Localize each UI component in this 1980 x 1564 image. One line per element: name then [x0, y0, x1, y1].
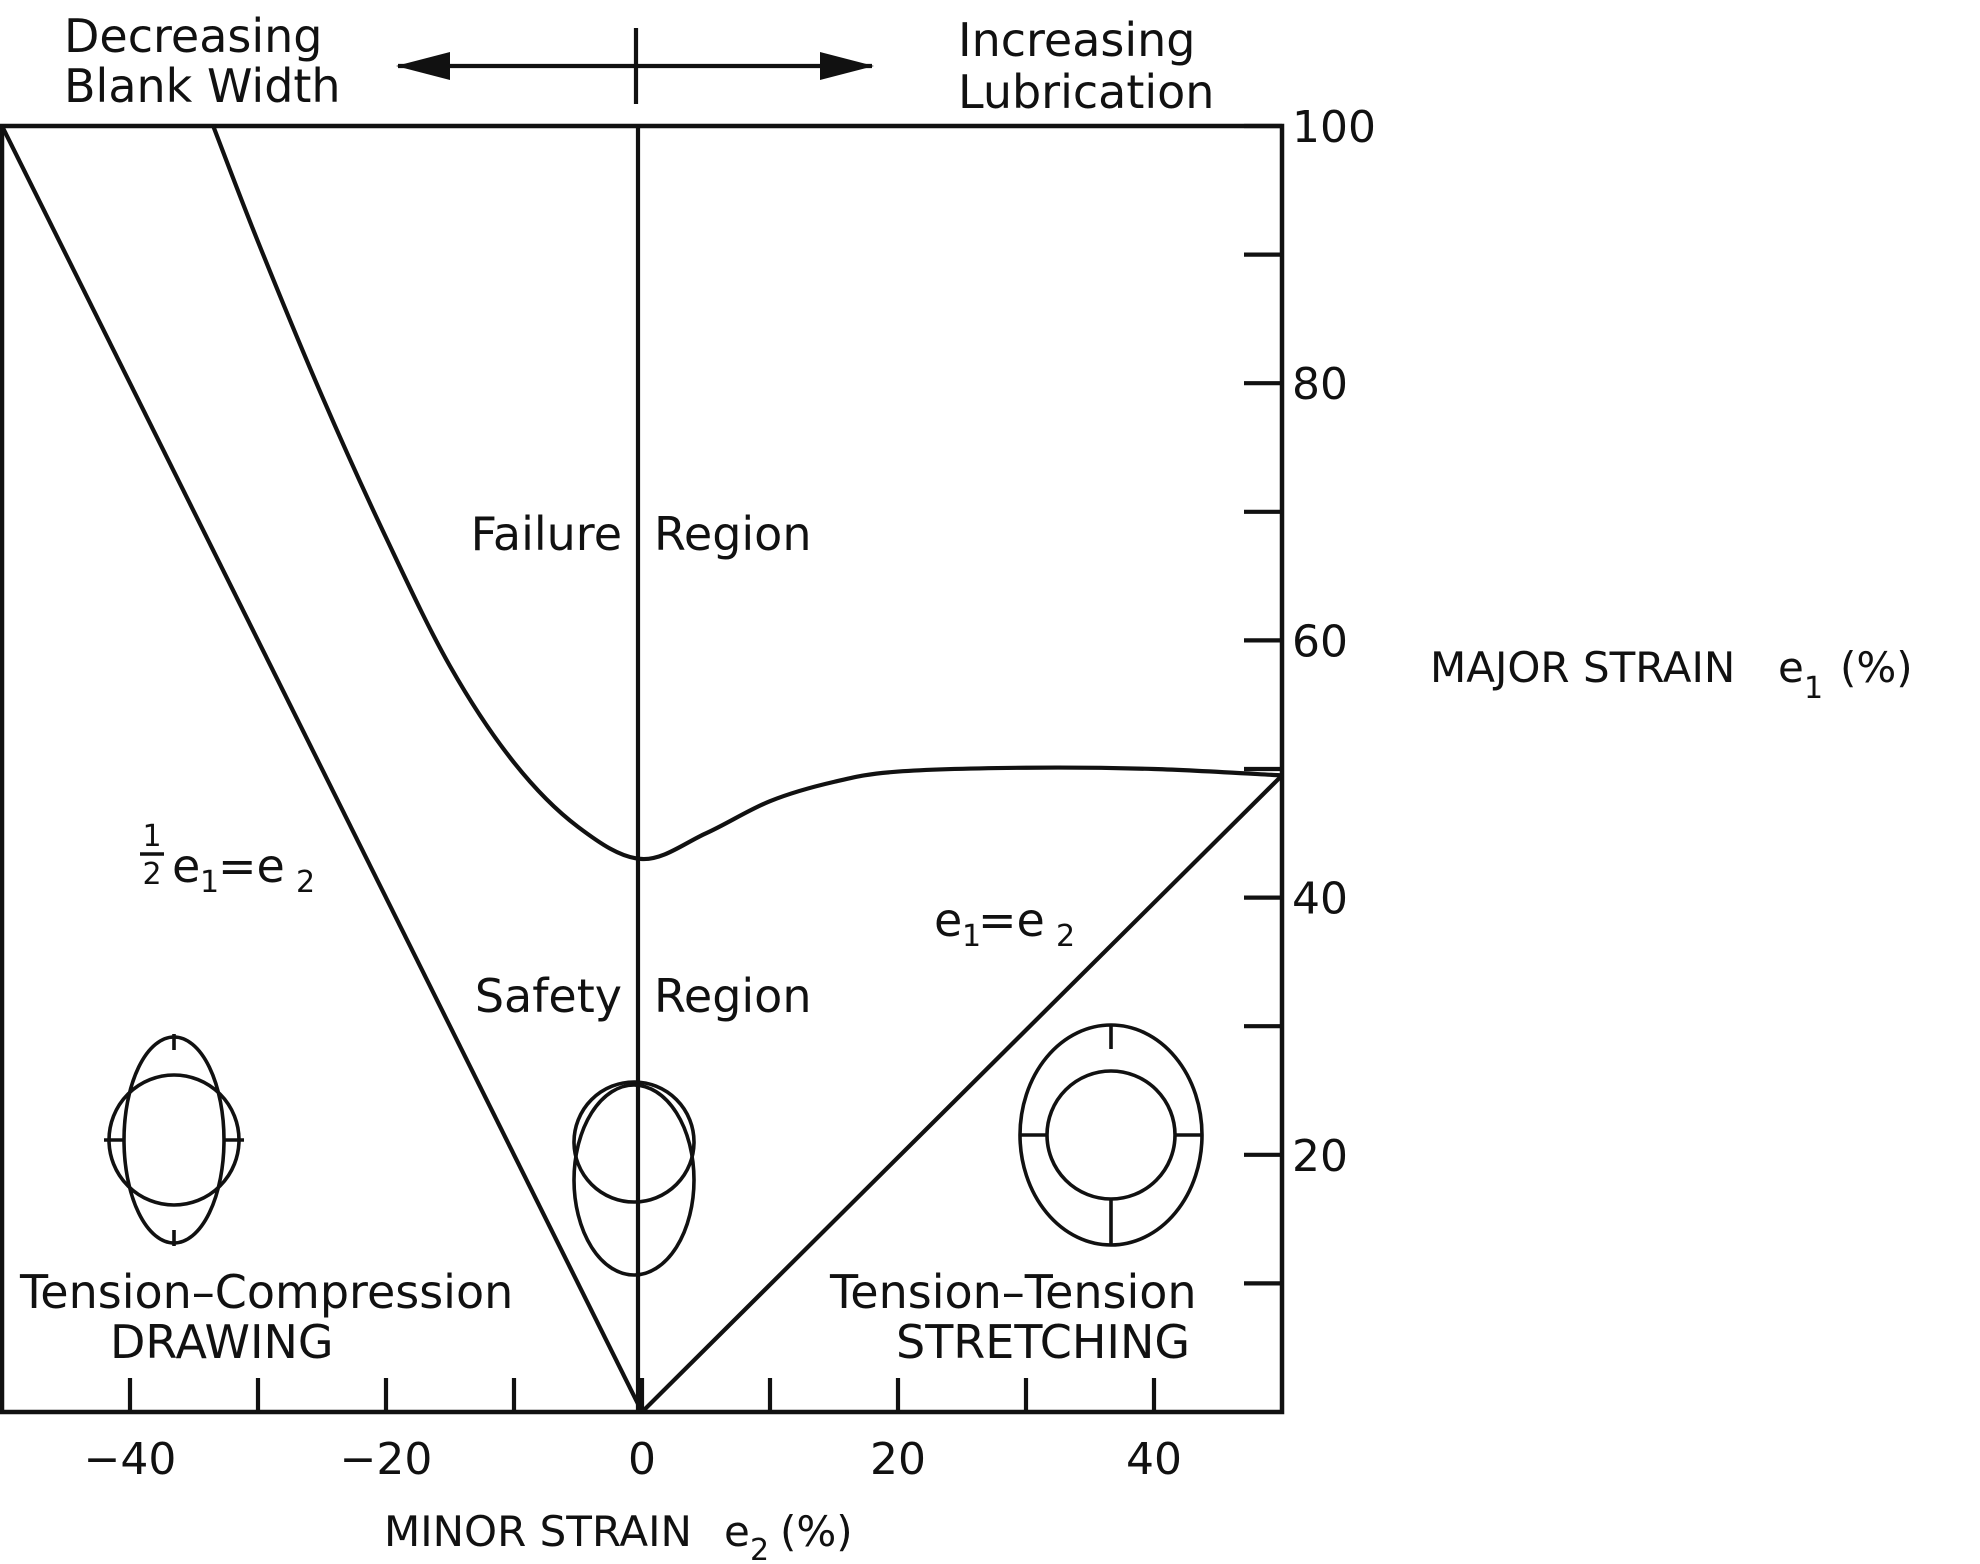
svg-text:e: e [1778, 643, 1804, 692]
y-tick-label: 60 [1292, 616, 1348, 667]
svg-text:1: 1 [962, 919, 981, 954]
svg-text:1: 1 [1804, 671, 1823, 706]
equibiaxial-line-label: e 1 =e 2 [934, 893, 1075, 954]
safety-label: Safety [475, 969, 622, 1023]
x-tick-label: 20 [870, 1434, 926, 1485]
tension-compression-label: Tension–Compression [19, 1265, 513, 1319]
svg-text:e: e [934, 893, 962, 947]
tension-tension-label: Tension–Tension [829, 1265, 1197, 1319]
svg-text:(%): (%) [780, 1507, 853, 1556]
x-axis-title: MINOR STRAIN e 2 (%) [384, 1507, 853, 1564]
svg-text:2: 2 [750, 1533, 769, 1564]
increasing-label: Increasing [958, 13, 1196, 67]
lubrication-label: Lubrication [958, 65, 1214, 119]
y-tick-label: 80 [1292, 359, 1348, 410]
svg-text:e: e [172, 839, 200, 893]
svg-text:2: 2 [296, 865, 315, 900]
svg-text:MINOR STRAIN: MINOR STRAIN [384, 1507, 692, 1556]
svg-text:MAJOR STRAIN: MAJOR STRAIN [1430, 643, 1735, 692]
svg-text:1: 1 [200, 865, 219, 900]
x-tick-label: 0 [628, 1434, 656, 1485]
y-axis-title: MAJOR STRAIN e 1 (%) [1430, 643, 1913, 706]
y-tick-label: 100 [1292, 102, 1376, 153]
svg-text:(%): (%) [1840, 643, 1913, 692]
svg-text:=e: =e [978, 893, 1045, 947]
blank-width-label: Blank Width [64, 59, 341, 113]
equibiaxial-line [640, 773, 1284, 1414]
decreasing-label: Decreasing [64, 9, 323, 63]
svg-text:e: e [724, 1507, 750, 1556]
stretching-strain-icon [1018, 1023, 1204, 1247]
x-tick-label: −20 [340, 1434, 433, 1485]
failure-label: Failure [471, 507, 622, 561]
y-tick-label: 40 [1292, 874, 1348, 925]
x-tick-label: 40 [1126, 1434, 1182, 1485]
x-tick-label: −40 [84, 1434, 177, 1485]
uniaxial-line-label: 1 2 e 1 =e 2 [140, 819, 315, 900]
drawing-label: DRAWING [110, 1315, 334, 1369]
svg-text:1: 1 [142, 819, 161, 854]
drawing-strain-icon [104, 1034, 244, 1246]
uniaxial-tension-line [0, 125, 644, 1413]
y-tick-label: 20 [1292, 1131, 1348, 1182]
stretching-label: STRETCHING [896, 1315, 1190, 1369]
svg-text:2: 2 [142, 857, 161, 892]
region-label-upper: Region [654, 507, 811, 561]
region-label-lower: Region [654, 969, 811, 1023]
top-double-arrow [396, 28, 874, 104]
forming-limit-curve [211, 125, 1283, 862]
svg-text:2: 2 [1056, 919, 1075, 954]
plane-strain-icon [572, 1080, 696, 1277]
svg-text:=e: =e [218, 839, 285, 893]
